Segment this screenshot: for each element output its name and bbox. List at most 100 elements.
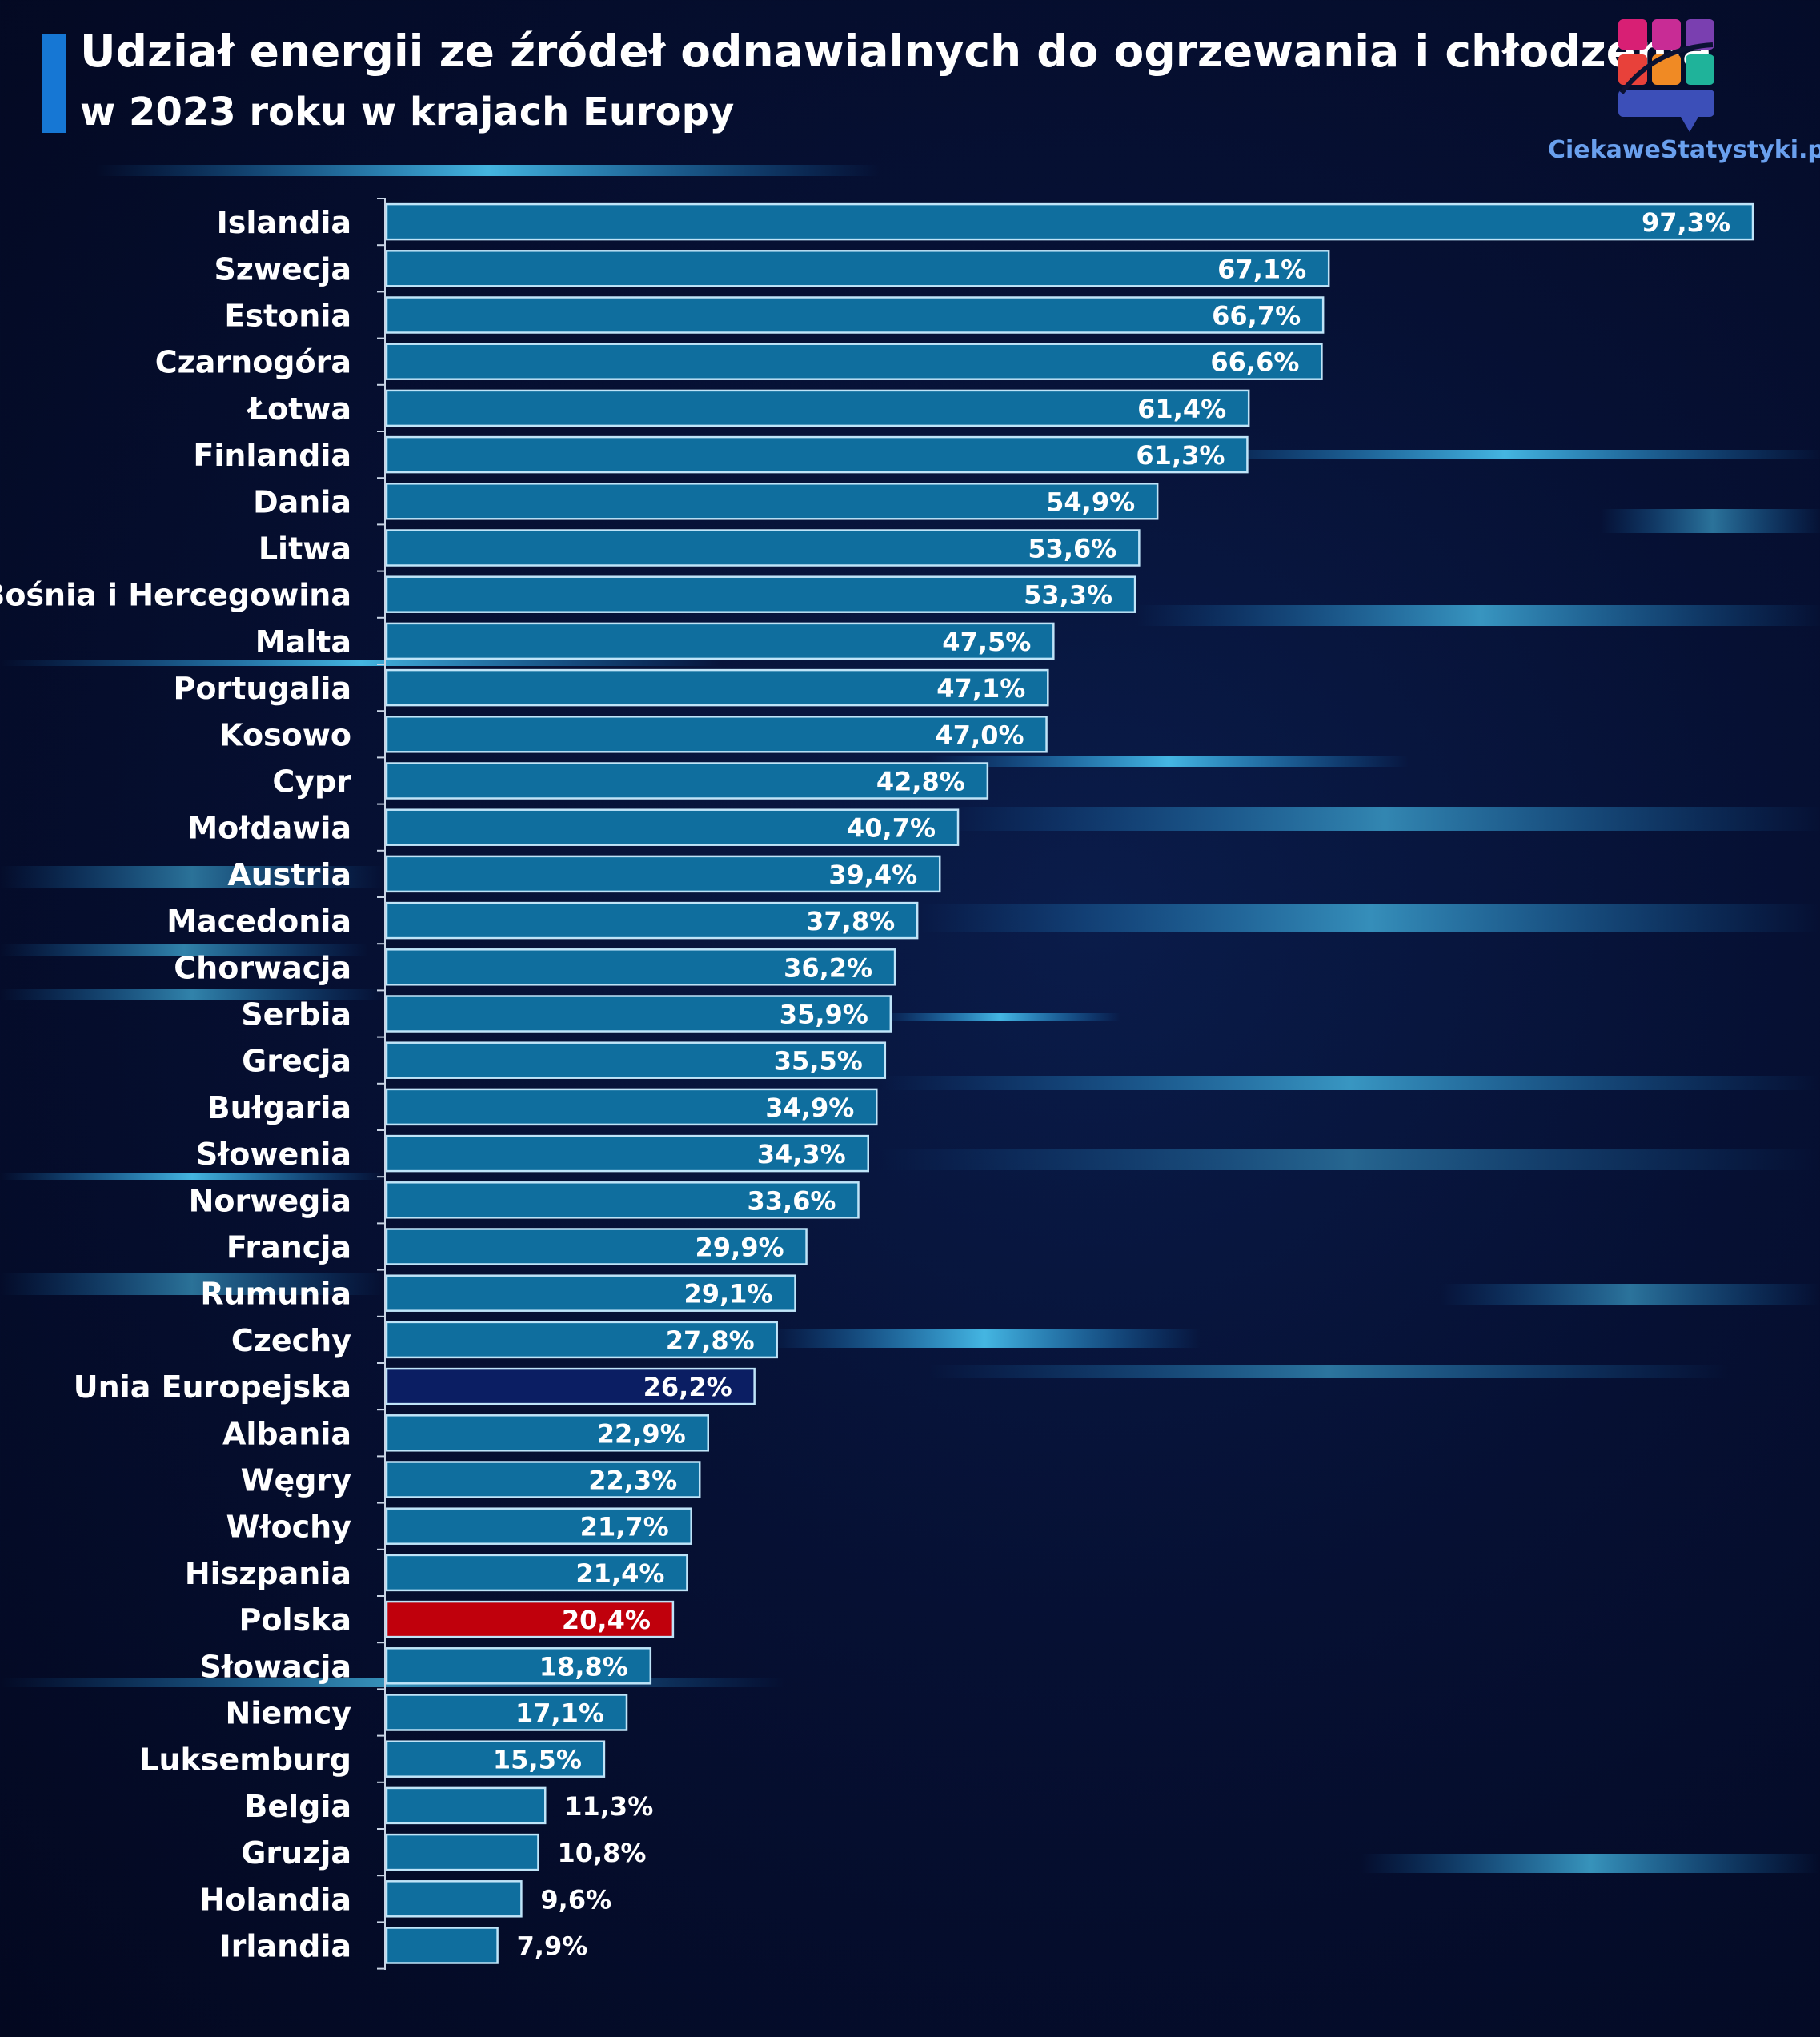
bar	[385, 296, 1325, 334]
bar	[385, 389, 1250, 427]
category-label: Holandia	[200, 1882, 352, 1917]
bar	[385, 575, 1136, 613]
value-label: 40,7%	[847, 813, 936, 844]
category-label: Estonia	[224, 299, 351, 334]
bar	[385, 808, 960, 846]
bar	[385, 483, 1159, 520]
category-label: Gruzja	[241, 1835, 351, 1871]
chart-title: Udział energii ze źródeł odnawialnych do…	[80, 26, 1713, 77]
value-label: 39,4%	[828, 860, 917, 890]
value-label: 26,2%	[643, 1372, 732, 1402]
category-label: Cypr	[272, 764, 351, 800]
value-label: 36,2%	[784, 952, 872, 983]
bar	[385, 1414, 710, 1452]
bar	[385, 668, 1049, 707]
category-label: Unia Europejska	[74, 1369, 351, 1405]
bar	[385, 1600, 675, 1638]
bar	[385, 1041, 887, 1079]
value-label: 29,9%	[696, 1233, 784, 1263]
value-label: 47,0%	[936, 720, 1024, 750]
category-label: Grecja	[242, 1044, 351, 1079]
bar	[385, 343, 1323, 380]
value-label: 22,9%	[597, 1418, 686, 1449]
bar	[385, 1833, 539, 1871]
bar	[385, 1181, 860, 1219]
bar	[385, 1228, 808, 1265]
category-label: Kosowo	[219, 717, 351, 752]
category-label: Albania	[222, 1416, 351, 1451]
category-label: Łotwa	[247, 391, 351, 427]
category-label: Bośnia i Hercegowina	[0, 578, 351, 613]
value-label: 15,5%	[493, 1745, 582, 1775]
category-label: Słowenia	[196, 1137, 351, 1172]
value-label: 22,3%	[588, 1466, 677, 1496]
chart-subtitle: w 2023 roku w krajach Europy	[80, 90, 735, 134]
value-label: 61,4%	[1137, 394, 1226, 424]
category-label: Bułgaria	[207, 1090, 351, 1125]
brand-logo-icon	[1618, 19, 1714, 132]
value-label: 7,9%	[517, 1931, 588, 1962]
bar	[385, 1647, 652, 1685]
bar	[385, 1740, 606, 1778]
value-label: 47,5%	[942, 627, 1031, 657]
category-label: Szwecja	[214, 251, 351, 287]
value-label: 53,3%	[1024, 580, 1112, 611]
value-label: 20,4%	[562, 1605, 651, 1635]
bar	[385, 1088, 878, 1126]
category-label: Mołdawia	[187, 811, 351, 846]
category-label: Czechy	[231, 1323, 351, 1358]
category-label: Dania	[253, 484, 351, 519]
category-label: Norwegia	[189, 1183, 351, 1218]
value-label: 47,1%	[936, 673, 1025, 704]
category-label: Czarnogóra	[155, 345, 351, 380]
category-label: Macedonia	[166, 904, 351, 939]
bar	[385, 1367, 756, 1405]
bar	[385, 1694, 628, 1731]
category-label: Chorwacja	[174, 950, 351, 985]
value-label: 10,8%	[557, 1838, 646, 1868]
category-label: Węgry	[241, 1463, 352, 1498]
category-label: Litwa	[259, 531, 351, 567]
category-label: Luksemburg	[139, 1742, 351, 1778]
value-label: 21,7%	[580, 1512, 669, 1542]
value-label: 34,3%	[757, 1139, 846, 1169]
category-label: Belgia	[244, 1789, 351, 1824]
category-label: Portugalia	[174, 671, 351, 706]
category-label: Malta	[255, 624, 351, 660]
value-label: 27,8%	[666, 1325, 755, 1356]
value-label: 67,1%	[1217, 254, 1306, 284]
value-label: 29,1%	[684, 1279, 773, 1309]
value-label: 97,3%	[1642, 207, 1730, 238]
category-label: Polska	[239, 1602, 351, 1638]
value-label: 66,7%	[1212, 301, 1301, 331]
category-label: Francja	[226, 1230, 351, 1265]
value-label: 17,1%	[515, 1698, 604, 1729]
value-label: 34,9%	[765, 1093, 854, 1123]
value-label: 42,8%	[876, 767, 965, 797]
bar	[385, 716, 1048, 753]
category-label: Hiszpania	[185, 1556, 351, 1591]
title-accent-bar	[42, 34, 66, 133]
value-label: 33,6%	[747, 1185, 836, 1216]
brand-name: CiekaweStatystyki.pl	[1548, 136, 1820, 164]
value-label: 66,6%	[1210, 347, 1299, 378]
bar	[385, 901, 919, 940]
bar	[385, 1134, 869, 1173]
value-label: 21,4%	[575, 1558, 664, 1589]
bar	[385, 202, 1754, 241]
value-label: 35,9%	[780, 1000, 868, 1030]
bar	[385, 1927, 499, 1964]
bars-layer: Islandia 97,3% Szwecja 67,1% Estonia 66,7% Cza…	[0, 198, 1754, 1970]
value-label: 37,8%	[806, 906, 895, 936]
category-label: Słowacja	[199, 1649, 351, 1684]
value-label: 54,9%	[1046, 487, 1135, 517]
bar	[385, 1274, 796, 1312]
value-label: 18,8%	[539, 1651, 628, 1682]
bar	[385, 1461, 701, 1498]
bar	[385, 948, 896, 986]
category-label: Serbia	[241, 997, 351, 1033]
bar	[385, 1880, 523, 1918]
category-label: Rumunia	[200, 1277, 351, 1312]
